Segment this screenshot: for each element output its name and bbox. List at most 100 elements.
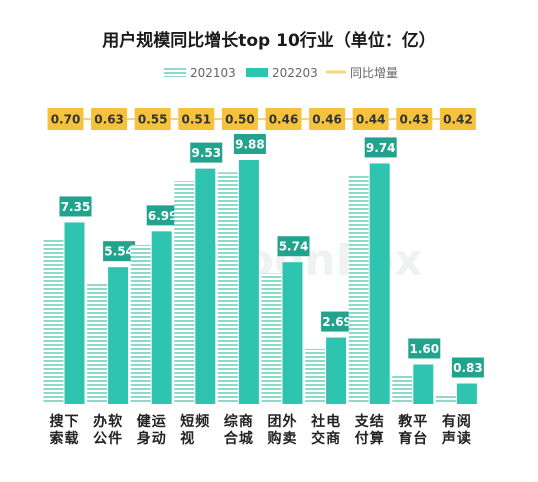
- yoy-label: 0.55: [138, 113, 168, 127]
- value-label-box: [146, 205, 179, 226]
- category-label: 城: [239, 430, 253, 447]
- legend-label-202103: 202103: [190, 66, 236, 80]
- yoy-label: 0.46: [269, 113, 299, 127]
- value-label-box: [103, 241, 136, 262]
- yoy-label: 0.50: [225, 113, 255, 127]
- bar-202203: [195, 168, 216, 404]
- bar-202203: [64, 222, 85, 404]
- bar-202103: [87, 282, 108, 404]
- category-label: 载: [65, 430, 79, 447]
- category-label: 结: [370, 413, 384, 430]
- value-label: 9.88: [235, 137, 265, 151]
- yoy-label: 0.63: [94, 113, 124, 127]
- yoy-label: 0.44: [356, 113, 386, 127]
- category-label: 身: [137, 430, 151, 447]
- value-label-box: [408, 338, 441, 359]
- value-label-box: [59, 196, 92, 217]
- category-label: 综: [224, 413, 238, 430]
- category-label: 办: [93, 413, 107, 430]
- yoy-label: 0.51: [181, 113, 211, 127]
- category-label: 动: [152, 430, 166, 447]
- value-label: 5.54: [104, 245, 134, 259]
- category-label: 算: [370, 430, 384, 447]
- value-label: 0.83: [453, 361, 483, 375]
- value-label: 9.53: [191, 146, 221, 160]
- bar-202103: [43, 239, 64, 404]
- yoy-label-box: [134, 108, 171, 130]
- category-label: 视: [180, 430, 194, 447]
- category-label: 支: [354, 413, 370, 430]
- legend-label-202203: 202203: [272, 66, 318, 80]
- bar-202203: [369, 163, 390, 404]
- category-label: 交: [311, 430, 325, 447]
- yoy-label: 0.42: [443, 113, 473, 127]
- category-label: 外: [283, 413, 297, 430]
- category-label: 健: [137, 413, 151, 430]
- bar-202103: [261, 273, 282, 404]
- category-label: 阅: [457, 413, 471, 430]
- legend: 202103 202203 同比增量: [164, 66, 398, 80]
- yoy-label-box: [265, 108, 302, 130]
- yoy-label-box: [221, 108, 258, 130]
- bar-202203: [456, 383, 477, 404]
- bar-202103: [305, 348, 326, 404]
- legend-swatch-202103: [164, 68, 186, 77]
- bar-202103: [435, 393, 456, 404]
- chart-title: 用户规模同比增长top 10行业（单位：亿）: [102, 30, 436, 51]
- value-label-box: [277, 236, 310, 257]
- bar-202203: [413, 364, 434, 404]
- value-label-box: [451, 357, 484, 378]
- value-label: 7.35: [61, 200, 91, 214]
- bar-202103: [217, 172, 238, 404]
- category-label: 搜: [50, 413, 65, 430]
- category-label: 件: [108, 430, 122, 447]
- bar-202103: [392, 375, 413, 404]
- category-label: 教: [398, 413, 413, 430]
- category-label: 合: [224, 430, 239, 447]
- category-label: 有: [442, 413, 456, 430]
- yoy-label-box: [352, 108, 389, 130]
- yoy-label: 0.46: [312, 113, 342, 127]
- category-label: 平: [413, 414, 427, 430]
- category-label: 付: [355, 430, 369, 447]
- category-label: 商: [239, 413, 253, 430]
- value-label: 6.99: [148, 209, 178, 223]
- yoy-label-box: [91, 108, 128, 130]
- yoy-label: 0.43: [399, 113, 429, 127]
- value-label: 1.60: [409, 342, 439, 356]
- category-label: 公: [93, 431, 107, 447]
- category-label: 电: [326, 413, 340, 430]
- value-label: 5.74: [279, 240, 309, 254]
- bar-202203: [326, 337, 347, 404]
- category-label: 社: [310, 413, 325, 430]
- yoy-label-box: [439, 108, 476, 130]
- category-label: 卖: [283, 430, 297, 447]
- bar-202203: [108, 267, 129, 404]
- category-label: 频: [195, 413, 209, 430]
- category-label: 下: [65, 414, 79, 430]
- category-label: 商: [326, 430, 340, 447]
- legend-label-yoy: 同比增量: [350, 66, 398, 80]
- value-label-box: [190, 142, 223, 163]
- yoy-label-box: [396, 108, 433, 130]
- category-label: 购: [268, 430, 282, 447]
- category-label: 育: [398, 430, 412, 447]
- category-label: 声: [441, 430, 456, 447]
- category-label: 台: [413, 430, 427, 447]
- bar-202103: [174, 181, 195, 404]
- value-label-box: [321, 311, 354, 332]
- value-label: 2.69: [322, 315, 352, 329]
- yoy-label-box: [178, 108, 215, 130]
- category-label: 运: [152, 414, 166, 430]
- yoy-label-box: [47, 108, 84, 130]
- legend-swatch-202203: [246, 68, 268, 77]
- category-label: 索: [50, 430, 64, 447]
- value-label-box: [233, 133, 266, 154]
- category-label: 短: [180, 413, 194, 430]
- value-label: 9.74: [366, 141, 396, 155]
- yoy-label-box: [309, 108, 346, 130]
- category-label: 软: [108, 413, 123, 430]
- bar-202103: [348, 174, 369, 404]
